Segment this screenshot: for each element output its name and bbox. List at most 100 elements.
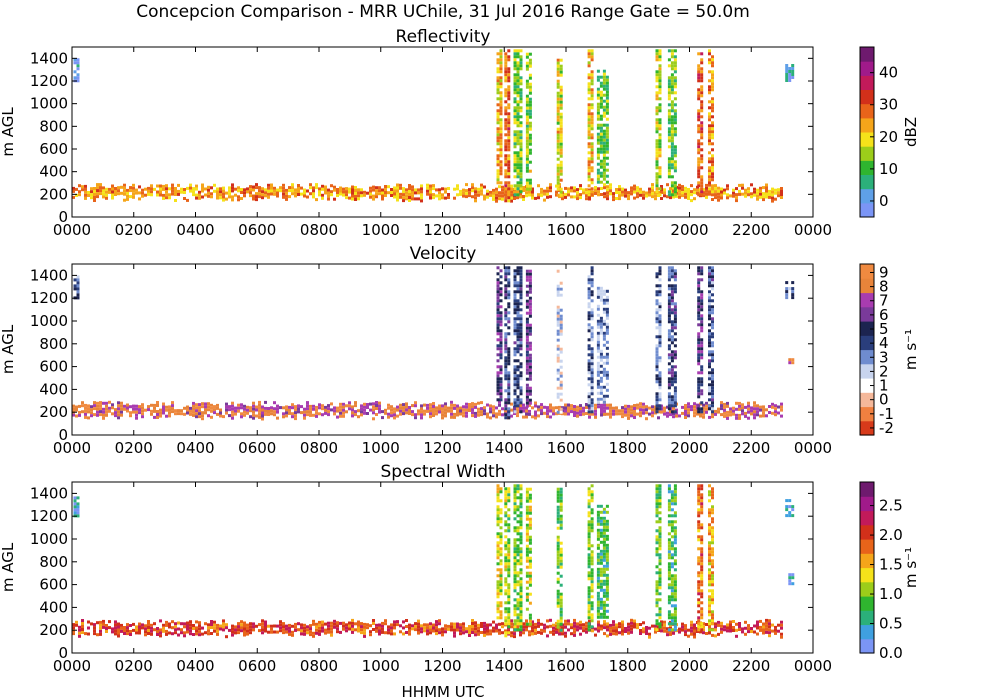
heatmap-band (785, 499, 795, 518)
heatmap-band (525, 269, 532, 408)
heatmap-band (73, 275, 80, 300)
heatmap-band (73, 496, 80, 518)
x-tick-label: 2200 (732, 221, 770, 239)
x-tick-label: 0000 (53, 221, 91, 239)
colorbar-segment (860, 132, 874, 147)
x-tick-label: 1000 (362, 439, 400, 457)
colorbar-tick-label: -1 (879, 405, 894, 423)
y-tick-label: 200 (39, 621, 68, 639)
heatmap-cells (72, 266, 795, 421)
colorbar-segment (860, 103, 874, 119)
y-tick-label: 1000 (30, 312, 68, 330)
colorbar-segment (860, 278, 874, 294)
panel-title: Velocity (410, 244, 477, 264)
colorbar-segment (860, 61, 874, 76)
heatmap-band (697, 52, 704, 197)
colorbar-segment (860, 75, 874, 90)
colorbar-segment (860, 292, 874, 308)
x-tick-label: 0400 (176, 439, 214, 457)
y-tick-label: 600 (39, 140, 68, 158)
heatmap-band (587, 266, 594, 414)
heatmap-band (655, 484, 662, 632)
heatmap-band (596, 504, 609, 619)
colorbar-segment (860, 553, 874, 569)
x-tick-label: 1000 (362, 221, 400, 239)
y-tick-label: 1200 (30, 507, 68, 525)
heatmap-band (525, 52, 532, 191)
x-tick-label: 2000 (670, 221, 708, 239)
heatmap-band (708, 484, 714, 632)
heatmap-band (556, 269, 563, 414)
colorbar-tick-label: -2 (879, 419, 894, 437)
y-tick-label: 800 (39, 553, 68, 571)
x-tick-label: 1600 (547, 439, 585, 457)
y-tick-label: 1200 (30, 72, 68, 90)
x-tick-label: 0600 (238, 439, 276, 457)
heatmap-band (504, 49, 511, 203)
colorbar-segment (860, 406, 874, 422)
colorbar-tick-label: 2.5 (879, 497, 903, 515)
colorbar-segment (860, 363, 874, 379)
figure-title: Concepcion Comparison - MRR UChile, 31 J… (136, 2, 750, 22)
heatmap-band (697, 266, 704, 414)
heatmap-band (587, 49, 594, 197)
heatmap-band (708, 266, 714, 414)
y-tick-label: 0 (58, 208, 68, 226)
colorbar-tick-label: 10 (879, 160, 898, 178)
colorbar-tick-label: 0 (879, 192, 889, 210)
x-tick-label: 2000 (670, 657, 708, 675)
colorbar-segment (860, 482, 874, 497)
x-tick-label: 1400 (485, 439, 523, 457)
heatmap-band (697, 484, 704, 632)
x-tick-label: 0200 (115, 439, 153, 457)
x-tick-label: 0200 (115, 657, 153, 675)
x-tick-label: 0400 (176, 657, 214, 675)
colorbar-segment (860, 392, 874, 408)
colorbar-segment (860, 188, 874, 204)
x-tick-label: 1000 (362, 657, 400, 675)
x-tick-label: 2000 (670, 439, 708, 457)
colorbar-label: dBZ (902, 117, 920, 147)
heatmap-band (513, 266, 523, 414)
colorbar: 0.0 0.5 1.0 1.5 2.0 2.5 m s⁻¹ (859, 481, 920, 662)
heatmap-band (496, 484, 503, 620)
y-axis-label: m AGL (0, 107, 17, 157)
x-tick-label: 1400 (485, 221, 523, 239)
y-tick-label: 0 (58, 644, 68, 662)
x-tick-label: 1200 (423, 657, 461, 675)
x-tick-label: 1200 (423, 439, 461, 457)
x-tick-label: 0000 (53, 657, 91, 675)
y-tick-label: 1200 (30, 289, 68, 307)
colorbar-tick-label: 7 (879, 292, 889, 310)
colorbar-segment (860, 610, 874, 626)
colorbar-tick-label: 0.5 (879, 615, 903, 633)
heatmap-cells (72, 484, 795, 639)
y-tick-label: 0 (58, 426, 68, 444)
x-tick-label: 1600 (547, 657, 585, 675)
heatmap-band (525, 487, 532, 626)
x-tick-label: 0400 (176, 221, 214, 239)
y-tick-label: 400 (39, 163, 68, 181)
x-tick-label: 1600 (547, 221, 585, 239)
colorbar-tick-label: 40 (879, 64, 898, 82)
x-tick-label: 0600 (238, 657, 276, 675)
colorbar: 0 10 20 30 40 dBZ (859, 46, 920, 218)
panel-title: Reflectivity (396, 27, 491, 47)
colorbar-tick-label: 0.0 (879, 644, 903, 662)
y-axis-label: m AGL (0, 324, 17, 374)
colorbar-tick-label: 9 (879, 263, 889, 281)
heatmap-band (655, 49, 662, 197)
x-tick-label: 2200 (732, 657, 770, 675)
x-tick-label: 0000 (794, 657, 832, 675)
heatmap-cells (72, 49, 795, 203)
heatmap-band (496, 266, 503, 402)
heatmap-band (655, 266, 662, 414)
colorbar-tick-label: 3 (879, 348, 889, 366)
y-tick-label: 800 (39, 335, 68, 353)
heatmap-band (587, 484, 594, 632)
colorbar-segment (860, 349, 874, 365)
colorbar-tick-label: 8 (879, 278, 889, 296)
heatmap-band (708, 49, 714, 197)
